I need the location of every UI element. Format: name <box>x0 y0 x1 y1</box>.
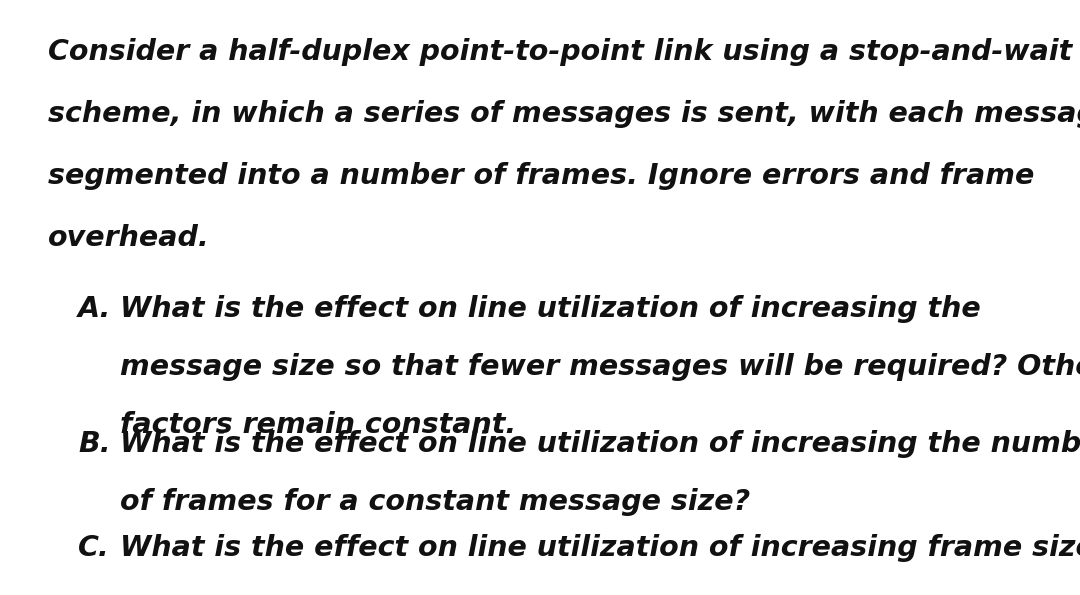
Text: What is the effect on line utilization of increasing the: What is the effect on line utilization o… <box>120 295 981 323</box>
Text: What is the effect on line utilization of increasing the number: What is the effect on line utilization o… <box>120 430 1080 458</box>
Text: factors remain constant.: factors remain constant. <box>120 411 516 439</box>
Text: segmented into a number of frames. Ignore errors and frame: segmented into a number of frames. Ignor… <box>48 162 1035 190</box>
Text: overhead.: overhead. <box>48 224 210 252</box>
Text: A.: A. <box>78 295 111 323</box>
Text: message size so that fewer messages will be required? Other: message size so that fewer messages will… <box>120 353 1080 381</box>
Text: Consider a half-duplex point-to-point link using a stop-and-wait: Consider a half-duplex point-to-point li… <box>48 38 1072 66</box>
Text: B.: B. <box>78 430 110 458</box>
Text: What is the effect on line utilization of increasing frame size?: What is the effect on line utilization o… <box>120 534 1080 562</box>
Text: C.: C. <box>78 534 110 562</box>
Text: scheme, in which a series of messages is sent, with each message: scheme, in which a series of messages is… <box>48 100 1080 128</box>
Text: of frames for a constant message size?: of frames for a constant message size? <box>120 488 751 516</box>
